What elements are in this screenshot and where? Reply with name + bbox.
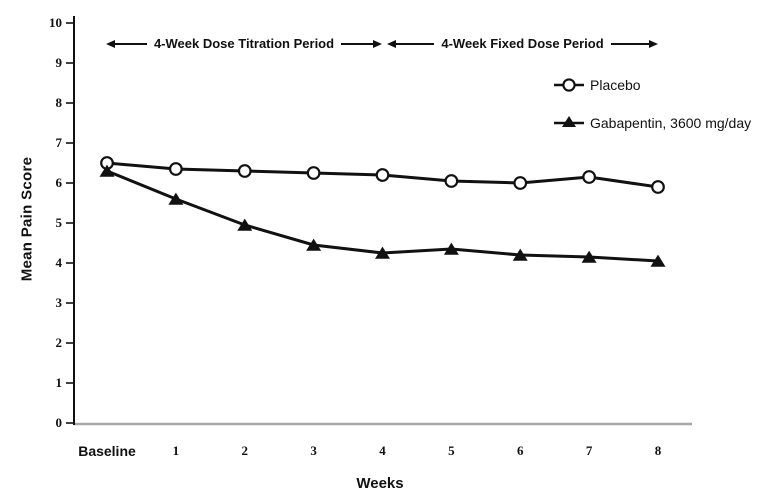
y-tick-label-8: 8: [55, 95, 63, 110]
filled-triangle-marker-icon: [554, 116, 584, 127]
open-circle-marker: [513, 176, 528, 190]
y-tick-label-7: 7: [55, 135, 63, 150]
legend-label: Gabapentin, 3600 mg/day: [590, 115, 752, 131]
y-tick-label-3: 3: [55, 295, 63, 310]
x-tick-label-2: 2: [241, 443, 249, 458]
legend-item-gabapentin: Gabapentin, 3600 mg/day: [553, 114, 751, 132]
arrow-left-icon: [106, 39, 115, 48]
y-tick-label-6: 6: [55, 175, 63, 190]
x-tick-label-5: 5: [448, 443, 455, 458]
x-tick-label-7: 7: [585, 443, 593, 458]
x-tick-label-baseline: Baseline: [78, 443, 136, 459]
annotation-fixed-dose-period: 4-Week Fixed Dose Period: [387, 36, 659, 51]
arrow-line: [341, 42, 373, 45]
x-tick-label-6: 6: [517, 443, 524, 458]
y-tick-label-2: 2: [55, 335, 63, 350]
filled-triangle-marker: [237, 218, 253, 231]
open-circle-marker: [306, 166, 321, 180]
x-tick-label-8: 8: [654, 443, 662, 458]
open-circle-marker: [168, 162, 183, 176]
y-tick-label-4: 4: [55, 255, 63, 270]
x-tick-label-1: 1: [172, 443, 180, 458]
filled-triangle-marker: [650, 254, 666, 267]
open-circle-marker: [237, 164, 252, 178]
arrow-right-icon: [373, 39, 382, 48]
arrow-left-icon: [387, 39, 396, 48]
annotation-text: 4-Week Fixed Dose Period: [441, 36, 604, 51]
arrow-right-icon: [649, 39, 659, 48]
y-tick-label-5: 5: [55, 215, 63, 230]
filled-triangle-marker: [306, 238, 322, 251]
arrow-line: [610, 42, 650, 45]
legend: Placebo Gabapentin, 3600 mg/day: [553, 76, 751, 132]
open-circle-marker: [582, 170, 597, 184]
filled-triangle-marker: [512, 248, 528, 261]
open-circle-marker: [375, 168, 390, 182]
filled-triangle-marker: [581, 250, 597, 263]
y-axis-title: Mean Pain Score: [18, 156, 36, 282]
y-tick-label-0: 0: [55, 415, 63, 430]
legend-item-placebo: Placebo: [553, 76, 751, 94]
legend-label: Placebo: [590, 77, 641, 93]
filled-triangle-marker: [375, 246, 390, 259]
x-tick-label-4: 4: [379, 443, 386, 458]
y-tick-label-1: 1: [55, 375, 63, 390]
filled-triangle-marker: [443, 242, 459, 255]
filled-triangle-marker: [99, 164, 115, 177]
annotation-dose-titration-period: 4-Week Dose Titration Period: [106, 36, 382, 51]
annotation-text: 4-Week Dose Titration Period: [153, 36, 335, 51]
open-circle-marker-icon: [554, 78, 584, 92]
filled-triangle-marker: [168, 192, 184, 205]
x-tick-label-3: 3: [310, 443, 317, 458]
arrow-line: [115, 42, 147, 45]
y-tick-label-10: 10: [49, 15, 62, 30]
x-axis-title: Weeks: [356, 475, 404, 492]
y-tick-label-9: 9: [55, 55, 63, 70]
open-circle-marker: [651, 180, 665, 194]
open-circle-marker: [444, 174, 459, 188]
arrow-line: [396, 42, 435, 45]
